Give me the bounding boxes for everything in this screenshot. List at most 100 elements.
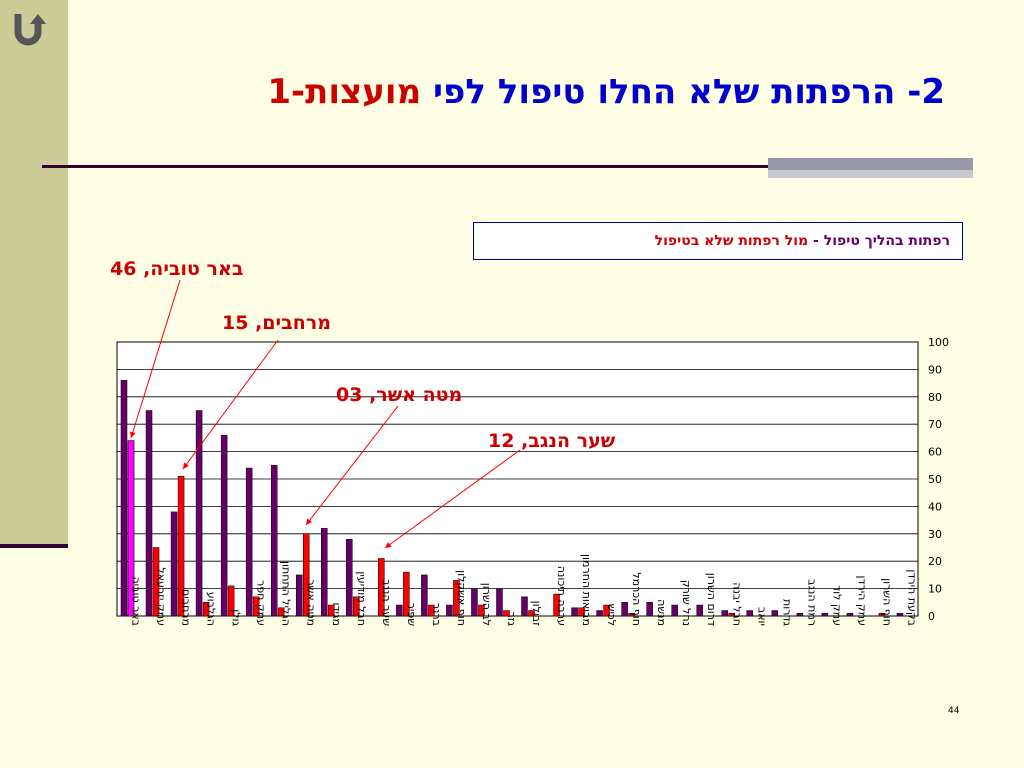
x-tick-label: הגלבוע [205,592,218,626]
callout-arrow [305,405,399,526]
callout-arrow [384,449,521,549]
bar [521,596,528,617]
x-tick-label: חוף אשקלון [455,570,468,626]
title-part2: מועצות-1 [267,72,422,112]
x-tick-label: מרחבים [180,589,193,626]
x-tick-label: לכיש [605,604,618,626]
y-tick-label: 70 [928,418,942,431]
x-tick-label: חבל יבנה [730,582,743,626]
bar [621,602,628,617]
x-axis-ticks: באר טוביה עמק יזרעאל מרחבים הגלבוע גולן עמק ח… [130,554,919,626]
y-tick-label: 10 [928,583,942,596]
x-tick-label: זבולון [530,601,543,627]
bar [195,410,203,617]
bar [671,604,678,617]
x-tick-label: נחל שורק [680,580,693,626]
u-turn-back-icon [14,14,46,46]
bar [721,610,728,617]
bar [202,602,210,617]
x-tick-label: עמק יזרעאל [155,567,168,626]
bar [428,604,435,617]
bar [446,604,453,617]
bar [796,613,804,617]
callout-beer-tuvia: באר טוביה, 46 [110,258,244,280]
x-tick-label: עמק חפר [255,580,268,626]
title-part1: 2- הרפתות שלא החלו טיפול לפי [421,72,945,112]
bar [553,593,560,617]
x-tick-label: גולן [230,609,243,626]
bar [120,380,128,617]
y-tick-label: 100 [928,336,949,349]
x-tick-label: לב השרון [480,583,493,626]
bar [596,610,603,617]
y-tick-label: 40 [928,500,942,513]
callout-arrow [129,279,181,439]
y-tick-label: 20 [928,555,942,568]
bars [120,380,904,617]
bar [270,465,278,617]
x-tick-label: ערבה תיכונה [555,566,568,626]
slide-number: 44 [948,706,960,716]
bar [396,604,403,617]
x-tick-label: גזר [505,611,518,626]
x-tick-label: מנשה [655,599,668,626]
x-tick-label: מטה אשר [305,579,318,626]
legend-series2-label: מול רפתות שלא בטיפול [654,233,809,249]
title-divider [42,165,772,168]
callout-arrows [129,279,521,549]
back-button[interactable] [6,6,50,50]
x-tick-label: הגליל התחתון [280,561,293,626]
bar [578,607,585,617]
y-tick-label: 30 [928,528,942,541]
callout-merhavim: מרחבים, 15 [222,312,331,334]
bar [628,613,635,617]
y-tick-label: 60 [928,446,942,459]
bar [571,607,578,617]
callout-mateh-asher: מטה אשר, 03 [336,384,463,406]
bar [528,610,535,617]
bar [471,588,478,617]
bar [728,613,735,617]
bar [421,574,428,617]
bar [496,588,503,617]
x-tick-label: חוף השרון [880,578,893,626]
y-axis-ticks: 0 10 20 30 40 50 60 70 80 90 100 [928,336,949,623]
bar [302,533,310,617]
x-tick-label: יואב [755,607,768,626]
highlight-bar [127,440,135,617]
bar [145,410,153,617]
legend-text: רפתות בהליך טיפול - מול רפתות שלא בטיפול [655,233,950,249]
x-tick-label: באר טוביה [130,576,143,626]
slide-title: 2- הרפתות שלא החלו טיפול לפי מועצות-1 [90,72,945,112]
bar [328,604,335,617]
bar [478,604,485,617]
bar [846,613,854,617]
title-divider-bar-shadow [768,170,973,178]
x-tick-label: ברנר [430,603,443,626]
callout-shaar-hanegev: שער הנגב, 12 [488,430,616,452]
x-tick-label: מגידו [330,603,343,626]
x-tick-label: חוף הכרמל [630,572,643,626]
bar [378,558,385,617]
y-tick-label: 50 [928,473,942,486]
x-tick-label: עמק הירדן [855,575,868,626]
bar [353,596,360,617]
bar [152,547,160,617]
bar [220,434,228,617]
sidebar-divider [0,544,68,548]
x-tick-label: שער הנגב [380,579,393,626]
bar [170,511,178,617]
bar [603,604,610,617]
title-divider-bar [768,158,973,170]
bar [346,539,353,617]
bar [252,596,260,617]
bar [503,610,510,617]
chart-legend: רפתות בהליך טיפול - מול רפתות שלא בטיפול [473,222,963,260]
x-tick-label: חבל מודיעין [355,571,368,626]
sidebar-panel [0,0,68,546]
bar [321,528,328,617]
bar [746,610,754,617]
callout-arrow [182,339,279,470]
x-tick-label: דרום השרון [705,573,718,626]
